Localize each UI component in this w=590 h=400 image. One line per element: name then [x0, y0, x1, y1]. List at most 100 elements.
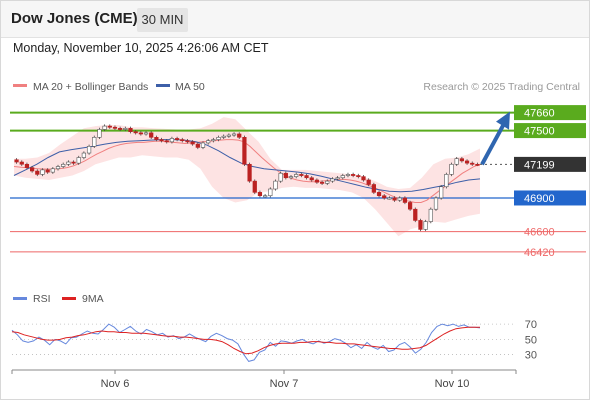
bollinger-legend-label: MA 20 + Bollinger Bands — [33, 81, 148, 93]
candle-body — [407, 202, 413, 210]
candle-body — [19, 161, 24, 165]
bollinger-band-area — [14, 117, 480, 237]
candle-body — [159, 139, 164, 142]
candle-body — [55, 166, 61, 170]
level-tag-47500 — [514, 123, 586, 139]
level-label-47199: 47199 — [524, 159, 555, 171]
ma50-legend-swatch — [156, 84, 170, 87]
candle-body — [107, 125, 112, 128]
candle-body — [24, 163, 30, 168]
candle-body — [143, 132, 149, 135]
candle-body — [340, 175, 345, 179]
candle-body — [138, 132, 143, 135]
candle-body — [97, 129, 102, 138]
rsi-ma-legend-swatch — [62, 297, 76, 300]
candles — [14, 124, 480, 232]
candle-body — [231, 133, 237, 136]
candle-body — [418, 220, 423, 230]
level-label-46900: 46900 — [524, 193, 555, 205]
level-tag-47199 — [514, 156, 586, 172]
rsi-line — [11, 323, 481, 362]
candle-body — [76, 157, 81, 164]
candle-body — [247, 163, 252, 182]
candle-body — [433, 197, 439, 210]
candle-body — [123, 128, 128, 130]
level-tag-47660 — [514, 105, 586, 121]
candle-body — [149, 132, 154, 138]
candle-body — [423, 221, 428, 230]
candle-body — [413, 208, 418, 221]
candle-body — [257, 192, 263, 197]
candle-body — [464, 160, 470, 164]
timeframe-button[interactable]: 30 MIN — [137, 8, 188, 32]
candle-body — [242, 137, 247, 165]
candle-body — [118, 128, 123, 130]
candle-body — [252, 180, 257, 193]
candle-body — [45, 169, 50, 173]
rsi-tick-50: 50 — [525, 334, 537, 346]
candle-body — [190, 141, 195, 145]
candle-body — [470, 162, 475, 165]
x-tick-label: Nov 7 — [270, 378, 299, 390]
forecast-arrow-head — [496, 111, 510, 130]
candle-body — [40, 169, 45, 175]
candle-body — [237, 133, 242, 138]
ma50-line — [13, 139, 481, 193]
candle-body — [164, 140, 169, 143]
candle-body — [309, 177, 314, 181]
candle-body — [278, 172, 283, 182]
chart-header: Dow Jones (CME) 30 MIN — [1, 1, 589, 38]
level-label-47500: 47500 — [524, 126, 555, 138]
candle-body — [454, 158, 459, 165]
candle-body — [345, 174, 351, 176]
forecast-arrow-shaft — [480, 124, 505, 166]
candle-body — [112, 126, 118, 129]
candle-body — [66, 161, 71, 165]
candle-body — [335, 177, 340, 180]
candle-body — [71, 161, 76, 164]
candle-body — [376, 192, 382, 197]
candle-body — [299, 174, 304, 176]
candle-body — [351, 174, 356, 176]
candle-body — [273, 180, 278, 190]
candle-body — [283, 172, 288, 179]
rsi-tick-30: 30 — [525, 350, 537, 362]
rsi-ma-line — [11, 326, 480, 355]
candle-body — [221, 135, 226, 138]
candle-body — [133, 131, 138, 134]
candle-body — [169, 138, 175, 143]
candle-body — [397, 197, 402, 201]
candle-body — [371, 184, 376, 193]
level-label-46600: 46600 — [524, 227, 555, 239]
candle-body — [294, 174, 299, 177]
candle-body — [185, 140, 190, 143]
candle-body — [263, 195, 268, 198]
rsi-tick-70: 70 — [525, 319, 537, 331]
rsi-ma-legend-label: 9MA — [82, 293, 104, 305]
candle-body — [200, 142, 206, 148]
candle-body — [314, 179, 320, 183]
candle-body — [86, 146, 92, 154]
level-tag-46900 — [514, 190, 586, 206]
candle-body — [402, 197, 408, 203]
credit-text: Research © 2025 Trading Central — [423, 81, 580, 93]
candle-body — [128, 128, 133, 132]
candle-body — [102, 125, 107, 130]
candle-body — [439, 186, 444, 199]
candle-body — [226, 134, 231, 137]
rsi-legend-swatch — [13, 297, 27, 300]
candle-body — [14, 159, 19, 163]
candle-body — [475, 163, 480, 166]
candle-body — [304, 175, 309, 179]
level-label-47660: 47660 — [524, 108, 555, 120]
candle-body — [174, 138, 180, 140]
candle-body — [81, 152, 87, 158]
candle-body — [288, 176, 294, 179]
candle-body — [459, 158, 464, 162]
candle-body — [387, 197, 392, 200]
candle-body — [366, 179, 371, 185]
candle-body — [195, 143, 200, 148]
candle-body — [61, 163, 66, 167]
candle-body — [325, 180, 330, 184]
